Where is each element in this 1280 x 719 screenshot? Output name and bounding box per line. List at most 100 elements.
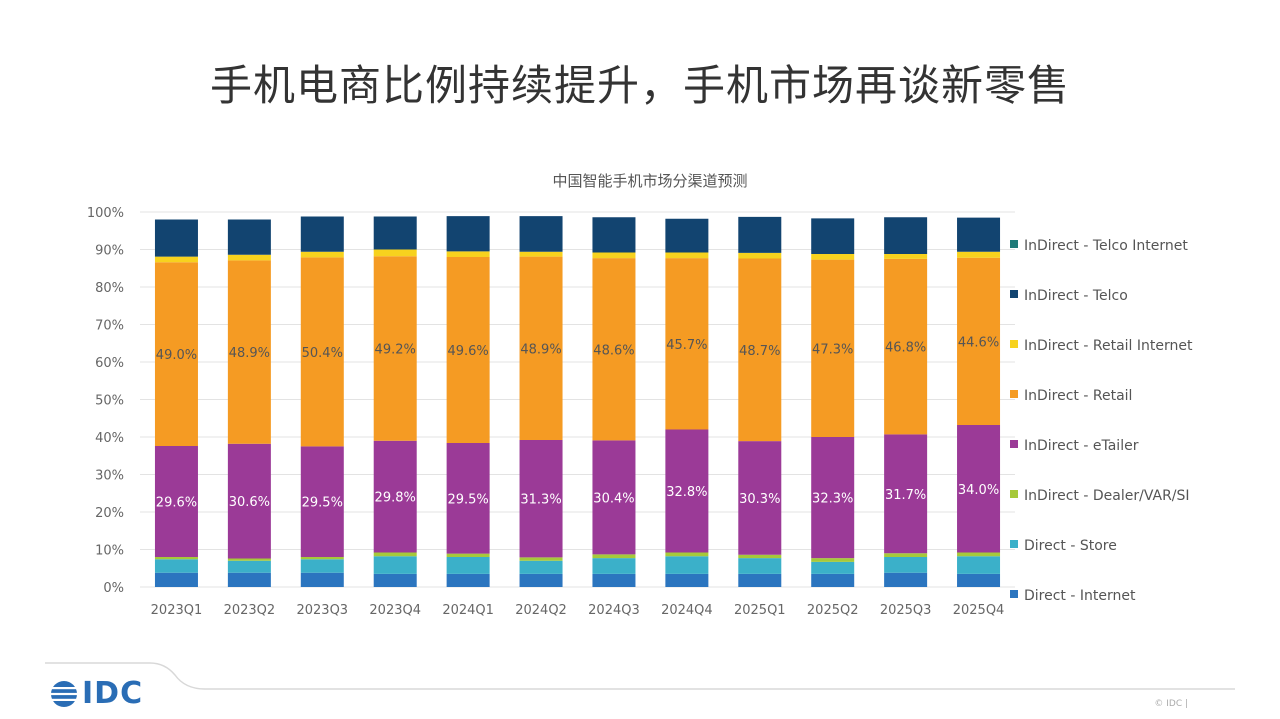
data-label: 46.8% <box>885 341 926 356</box>
bar-segment <box>519 440 563 558</box>
bar-segment <box>227 260 271 444</box>
bar-segment <box>665 556 709 574</box>
legend-swatch <box>1010 440 1018 448</box>
bar-segment <box>592 252 636 259</box>
bar-segment <box>373 249 417 257</box>
data-label: 49.0% <box>156 348 197 363</box>
bar-segment <box>811 218 855 254</box>
bar-segment <box>446 443 490 554</box>
data-label: 48.6% <box>593 343 634 358</box>
bar-segment <box>592 554 636 559</box>
data-label: 44.6% <box>958 335 999 350</box>
y-tick-label: 60% <box>95 356 124 371</box>
data-label: 50.4% <box>302 346 343 361</box>
bar-segment <box>519 560 563 574</box>
data-label: 29.5% <box>447 492 488 507</box>
bar-segment <box>665 429 709 553</box>
bar-segment <box>373 440 417 553</box>
bar-segment <box>738 554 782 559</box>
bar-segment <box>811 254 855 260</box>
legend-swatch <box>1010 340 1018 348</box>
bar-segment <box>300 216 344 252</box>
legend-label: InDirect - Retail <box>1024 388 1132 404</box>
bar-segment <box>592 573 636 587</box>
idc-logo: IDC <box>50 676 143 711</box>
bar-segment <box>519 251 563 257</box>
bar-segment <box>884 434 928 554</box>
y-tick-label: 90% <box>95 244 124 259</box>
data-label: 45.7% <box>666 338 707 353</box>
bar-segment <box>592 558 636 574</box>
x-tick-label: 2025Q3 <box>880 603 932 618</box>
bar-segment <box>884 258 928 435</box>
bar-segment <box>154 256 198 263</box>
bar-segment <box>811 561 855 574</box>
bar-segment <box>227 219 271 255</box>
data-labels: 29.6% 49.0% 30.6% 48.9% 29.5% 50.4% 29.8% 49.2%… <box>156 335 999 510</box>
bar-segment <box>154 219 198 257</box>
page-title: 手机电商比例持续提升，手机市场再谈新零售 <box>209 61 1070 110</box>
bar-segment <box>446 251 490 257</box>
bar-segment <box>446 257 490 443</box>
y-tick-label: 70% <box>95 319 124 334</box>
data-label: 30.6% <box>229 495 270 510</box>
y-tick-label: 20% <box>95 506 124 521</box>
bar-segment <box>154 262 198 446</box>
bar-segment <box>957 251 1001 258</box>
bar-segment <box>373 573 417 587</box>
bar-segment <box>811 259 855 437</box>
bar-segment <box>373 216 417 250</box>
bar-segment <box>227 560 271 573</box>
bar-segment <box>446 557 490 574</box>
legend-swatch <box>1010 490 1018 498</box>
legend-swatch <box>1010 240 1018 248</box>
bar-segment <box>665 552 709 557</box>
y-tick-label: 50% <box>95 394 124 409</box>
data-label: 48.9% <box>229 346 270 361</box>
bar-segment <box>446 553 490 557</box>
y-tick-label: 40% <box>95 431 124 446</box>
bar-segment <box>957 257 1001 425</box>
y-axis-ticks: 0% 10% 20% 30% 40% 50% 60% 70% 80% 90% 100% <box>87 206 124 596</box>
bar-segment <box>300 251 344 258</box>
y-tick-label: 100% <box>87 206 124 221</box>
bar-segment <box>738 216 782 253</box>
legend-label: InDirect - Retail Internet <box>1024 338 1193 354</box>
bar-segment <box>957 425 1001 553</box>
copyright-text: © IDC | <box>1154 699 1188 709</box>
bar-segment <box>227 572 271 587</box>
x-tick-label: 2024Q1 <box>442 603 494 618</box>
legend-label: Direct - Internet <box>1024 588 1136 604</box>
bar-segment <box>884 217 928 254</box>
data-label: 32.3% <box>812 492 853 507</box>
y-tick-label: 0% <box>103 581 124 596</box>
bar-segment <box>300 557 344 560</box>
bar-segment <box>300 572 344 587</box>
data-label: 31.7% <box>885 488 926 503</box>
x-tick-label: 2023Q4 <box>369 603 421 618</box>
data-label: 49.6% <box>447 344 488 359</box>
bar-segment <box>811 558 855 562</box>
chart-title: 中国智能手机市场分渠道预测 <box>552 172 748 190</box>
x-axis-ticks: 2023Q1 2023Q2 2023Q3 2023Q4 2024Q1 2024Q2 2024… <box>151 603 1005 618</box>
x-tick-label: 2025Q1 <box>734 603 786 618</box>
bar-segment <box>227 443 271 559</box>
bar-segment <box>446 573 490 587</box>
legend-swatch <box>1010 290 1018 298</box>
legend-label: InDirect - Dealer/VAR/SI <box>1024 488 1190 504</box>
bar-segment <box>373 556 417 574</box>
bar-segment <box>884 557 928 573</box>
bar-segment <box>884 553 928 557</box>
x-tick-label: 2025Q2 <box>807 603 859 618</box>
bar-segment <box>519 573 563 587</box>
legend-label: Direct - Store <box>1024 538 1117 554</box>
data-label: 31.3% <box>520 493 561 508</box>
bar-segment <box>373 552 417 557</box>
legend-label: InDirect - Telco <box>1024 288 1128 304</box>
bar-segment <box>811 573 855 587</box>
x-tick-label: 2024Q3 <box>588 603 640 618</box>
bar-segment <box>665 258 709 430</box>
bar-segment <box>227 558 271 561</box>
legend-swatch <box>1010 590 1018 598</box>
legend-swatch <box>1010 390 1018 398</box>
